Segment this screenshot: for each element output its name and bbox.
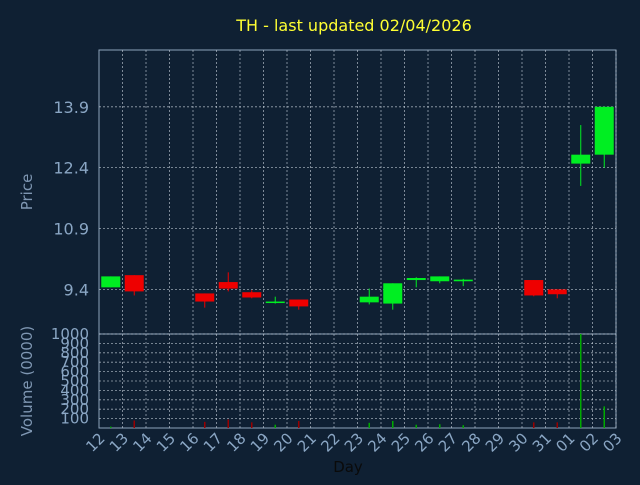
day-tick-label: 21 <box>294 429 320 455</box>
volume-tick-label: 500 <box>60 372 89 390</box>
volume-bar <box>533 422 535 428</box>
volume-bar <box>439 424 441 428</box>
candle-body <box>359 296 379 303</box>
day-tick-label: 30 <box>505 429 531 455</box>
day-tick-label: 13 <box>106 429 132 455</box>
volume-bar <box>133 420 135 428</box>
candle-body <box>406 278 426 281</box>
day-tick-label: 16 <box>176 429 202 455</box>
price-tick-label: 13.9 <box>53 98 89 117</box>
day-tick-label: 01 <box>552 429 578 455</box>
candle-body <box>124 275 144 292</box>
volume-tick-label: 900 <box>60 334 89 352</box>
volume-bar <box>110 426 112 428</box>
day-tick-label: 20 <box>270 429 296 455</box>
volume-bar <box>368 422 370 428</box>
volume-tick-label: 1000 <box>51 325 89 343</box>
volume-bar <box>251 422 253 428</box>
volume-tick-label: 300 <box>60 391 89 409</box>
volume-tick-label: 100 <box>60 410 89 428</box>
volume-axis-label: Volume (0000) <box>18 326 36 436</box>
day-tick-label: 23 <box>341 429 367 455</box>
volume-bar <box>274 424 276 428</box>
day-tick-label: 25 <box>388 429 414 455</box>
price-panel: 9.4 10.9 12.4 13.9 <box>53 49 617 335</box>
price-tick-label: 10.9 <box>53 220 89 239</box>
volume-tick-label: 600 <box>60 363 89 381</box>
chart-title: TH - last updated 02/04/2026 <box>235 16 472 35</box>
candle-body <box>101 276 121 288</box>
day-tick-label: 27 <box>435 429 461 455</box>
day-tick-labels: 1213141516171819202122232425262728293031… <box>82 429 625 455</box>
candle-body <box>571 154 591 164</box>
day-tick-label: 15 <box>153 429 179 455</box>
volume-bar <box>415 424 417 428</box>
volume-bar <box>204 421 206 428</box>
day-tick-label: 14 <box>129 429 155 455</box>
price-axis-label: Price <box>18 174 36 211</box>
candle-body <box>594 106 614 155</box>
candle-body <box>289 299 309 307</box>
volume-tick-label: 400 <box>60 381 89 399</box>
volume-bar <box>462 425 464 428</box>
candle-body <box>383 283 403 304</box>
day-tick-label: 24 <box>364 429 390 455</box>
candle-body <box>265 301 285 304</box>
volume-tick-label: 800 <box>60 344 89 362</box>
price-tick-label: 9.4 <box>64 280 89 299</box>
day-tick-label: 22 <box>317 429 343 455</box>
candle-body <box>195 293 215 302</box>
candle-body <box>453 279 473 282</box>
volume-bar <box>298 420 300 428</box>
day-tick-label: 19 <box>247 429 273 455</box>
price-tick-label: 12.4 <box>53 159 89 178</box>
volume-bar <box>556 422 558 428</box>
day-axis-label: Day <box>333 458 363 476</box>
candle-body <box>547 289 567 295</box>
volume-tick-label: 700 <box>60 353 89 371</box>
volume-tick-label: 200 <box>60 400 89 418</box>
day-tick-label: 31 <box>529 429 555 455</box>
candle-body <box>242 292 262 298</box>
day-tick-label: 28 <box>458 429 484 455</box>
day-tick-label: 02 <box>576 429 602 455</box>
volume-bar <box>603 406 605 428</box>
day-tick-label: 26 <box>411 429 437 455</box>
volume-bar <box>392 420 394 428</box>
day-tick-label: 03 <box>599 429 625 455</box>
day-tick-label: 18 <box>223 429 249 455</box>
volume-bar <box>580 334 582 428</box>
candle-body <box>430 276 450 282</box>
candle-body <box>218 282 238 289</box>
day-tick-label: 17 <box>200 429 226 455</box>
candle-body <box>524 280 544 296</box>
day-tick-label: 29 <box>482 429 508 455</box>
day-tick-label: 12 <box>82 429 108 455</box>
volume-bar <box>227 419 229 428</box>
